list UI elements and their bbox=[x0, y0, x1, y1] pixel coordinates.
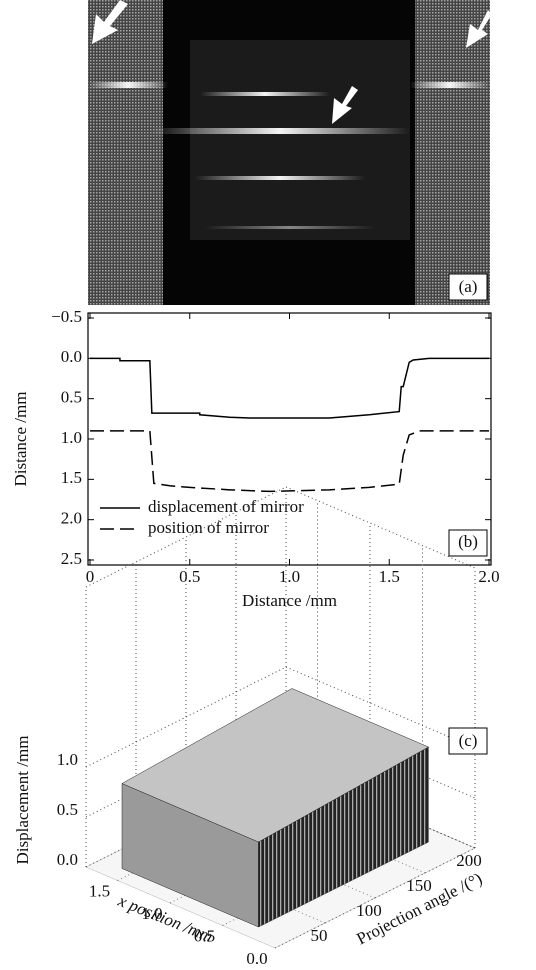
legend-label: displacement of mirror bbox=[148, 497, 304, 516]
y-tick-label: 150 bbox=[406, 876, 432, 895]
legend-label: position of mirror bbox=[148, 518, 269, 537]
x-tick-label: 1.0 bbox=[141, 904, 162, 923]
z-tick-label: 0.0 bbox=[57, 850, 78, 869]
image-streak bbox=[205, 226, 375, 229]
panel-label: (b) bbox=[458, 532, 478, 551]
y-tick-label: 1.0 bbox=[61, 428, 82, 447]
image-region bbox=[190, 40, 410, 240]
y-tick-label: −0.5 bbox=[51, 307, 82, 326]
x-tick-label: 0.5 bbox=[194, 926, 215, 945]
box-edge bbox=[285, 486, 476, 569]
arrow bbox=[332, 86, 358, 124]
series-line bbox=[90, 357, 489, 419]
x-tick-label: 2.0 bbox=[478, 567, 499, 586]
x-tick-label: 0 bbox=[86, 567, 95, 586]
y-tick-label: 2.5 bbox=[61, 549, 82, 568]
image-right-strip bbox=[415, 0, 490, 305]
image-streak bbox=[200, 92, 330, 96]
image-streak bbox=[88, 82, 168, 88]
image-streak bbox=[150, 128, 410, 134]
image-panel: (a) bbox=[88, 0, 492, 305]
image-left-strip bbox=[88, 0, 163, 305]
panel-label: (a) bbox=[459, 277, 478, 296]
image-streak bbox=[195, 176, 365, 180]
x-tick-label: 1.5 bbox=[379, 567, 400, 586]
arrow bbox=[92, 0, 128, 44]
z-tick-label: 0.5 bbox=[57, 800, 78, 819]
x-tick-label: 1.0 bbox=[279, 567, 300, 586]
y-tick-label: 2.0 bbox=[61, 509, 82, 528]
y-tick-label: 200 bbox=[456, 851, 482, 870]
x-tick-label: 0.5 bbox=[179, 567, 200, 586]
x-tick-label: 1.5 bbox=[89, 881, 110, 900]
panel-label: (c) bbox=[459, 731, 478, 750]
image-streak bbox=[410, 82, 490, 88]
x-axis-label: Distance /mm bbox=[242, 591, 337, 610]
panel-label-box bbox=[448, 727, 488, 755]
y-tick-label: 100 bbox=[356, 901, 382, 920]
y-tick-label: 0.5 bbox=[61, 388, 82, 407]
y-tick-label: 0.0 bbox=[61, 347, 82, 366]
z-tick-label: 1.0 bbox=[57, 750, 78, 769]
surface-top bbox=[121, 688, 430, 843]
y-tick-label: 1.5 bbox=[61, 468, 82, 487]
y-axis-label: Distance /mm bbox=[11, 392, 30, 487]
arrow bbox=[466, 10, 492, 48]
panel-label-box bbox=[448, 273, 488, 301]
panel-label-box bbox=[448, 529, 488, 557]
z-axis-label: Displacement /mm bbox=[13, 736, 32, 865]
y-tick-label: 50 bbox=[311, 926, 328, 945]
series-line bbox=[90, 430, 489, 493]
x-tick-label: 0.0 bbox=[246, 949, 267, 965]
